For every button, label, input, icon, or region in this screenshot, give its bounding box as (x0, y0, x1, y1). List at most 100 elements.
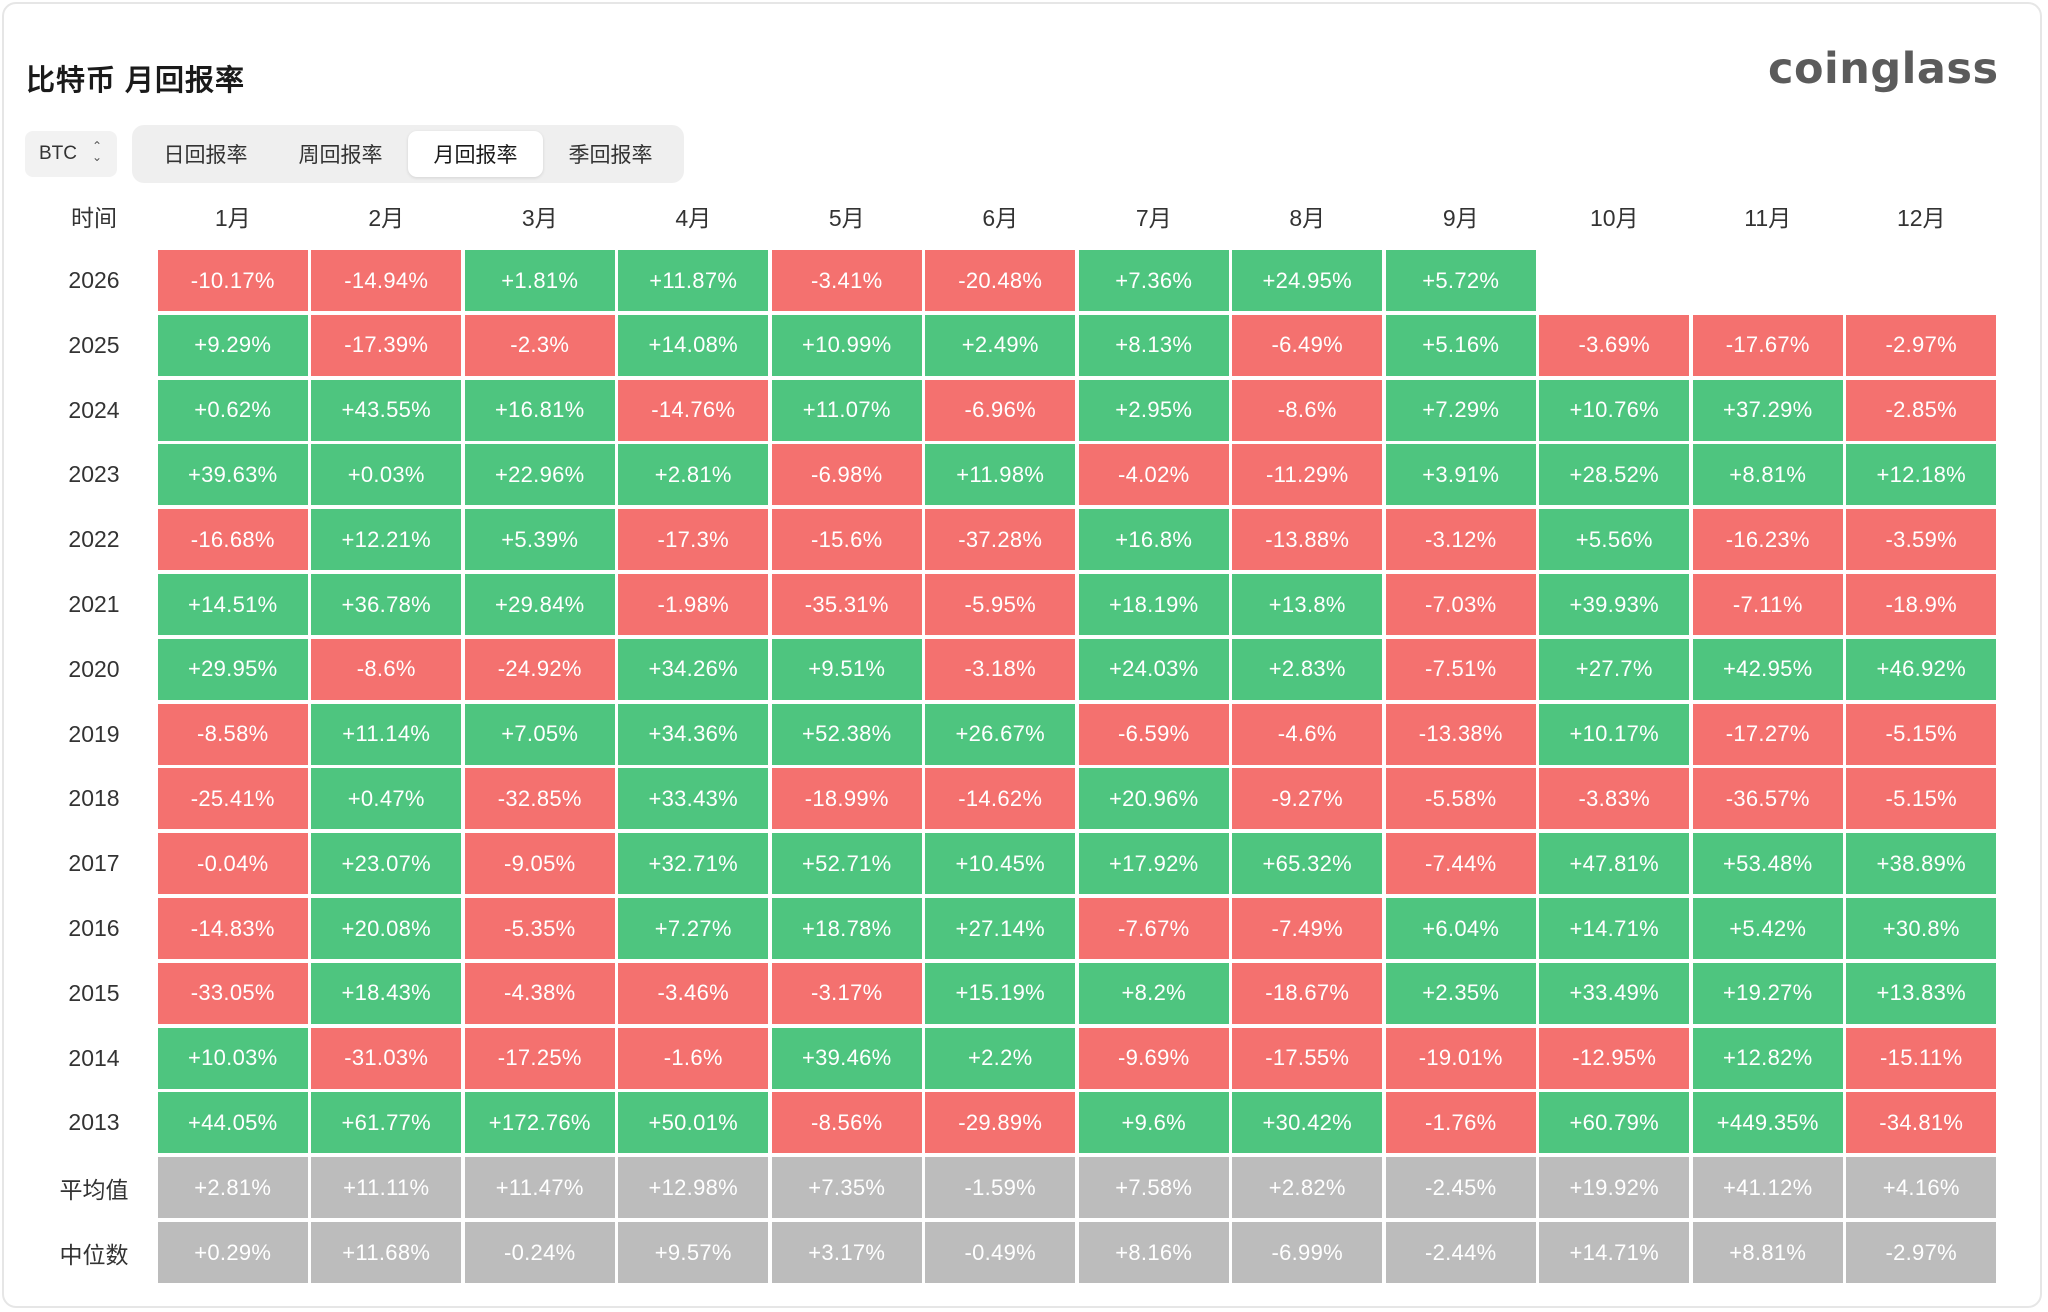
page-title: 比特币 月回报率 (26, 65, 246, 97)
table-row: 2021 +14.51% +36.78% +29.84% -1.98% -35.31% -5… (32, 574, 1998, 635)
return-cell: -17.3% (618, 509, 769, 571)
year-label: 2025 (68, 331, 120, 358)
return-cell: -7.44% (1385, 833, 1536, 895)
table-row: 2022 -16.68% +12.21% +5.39% -17.3% -15.6% -37.… (32, 509, 1998, 571)
return-cell: -14.62% (925, 768, 1076, 830)
return-cell: +29.95% (157, 638, 308, 700)
return-cell: -2.85% (1846, 379, 1997, 441)
return-cell: +27.14% (925, 898, 1076, 959)
table-row: 2018 -25.41% +0.47% -32.85% +33.43% -18.99% -1… (32, 768, 1998, 830)
header-time: 时间 (71, 205, 117, 231)
return-cell: +44.05% (157, 1092, 308, 1154)
summary-cell: -0.49% (925, 1222, 1076, 1283)
return-cell: +37.29% (1692, 379, 1843, 441)
header-month: 6月 (982, 205, 1019, 231)
return-cell: +60.79% (1539, 1092, 1690, 1154)
return-cell: -17.55% (1232, 1027, 1383, 1089)
return-cell: -6.98% (771, 444, 922, 506)
return-cell: +30.8% (1846, 898, 1997, 959)
return-cell: +20.96% (1078, 768, 1229, 830)
return-cell: +10.17% (1539, 703, 1690, 765)
return-cell: +10.99% (771, 314, 922, 376)
return-cell: -3.69% (1539, 314, 1690, 376)
return-cell: +7.29% (1385, 379, 1536, 441)
return-cell: +12.18% (1846, 444, 1997, 506)
summary-cell: +11.68% (311, 1222, 462, 1283)
tab-daily-return[interactable]: 日回报率 (163, 144, 248, 167)
return-cell: +39.46% (771, 1027, 922, 1089)
return-cell: +16.8% (1078, 509, 1229, 571)
return-cell: +7.05% (464, 703, 615, 765)
summary-cell: -1.59% (925, 1157, 1076, 1219)
return-cell: -3.59% (1846, 509, 1997, 571)
table-row: 2026 -10.17% -14.94% +1.81% +11.87% -3.41% -20… (32, 250, 1998, 311)
return-cell (1693, 250, 1843, 311)
return-cell: -4.38% (464, 962, 615, 1024)
return-cell: +14.08% (618, 314, 769, 376)
return-cell: +18.78% (771, 898, 922, 959)
summary-cell: +3.17% (771, 1222, 922, 1283)
return-cell: +10.03% (157, 1027, 308, 1089)
table-row: 2019 -8.58% +11.14% +7.05% +34.36% +52.38% +26… (32, 703, 1998, 765)
return-cell: +28.52% (1539, 444, 1690, 506)
return-cell: +50.01% (618, 1092, 769, 1154)
table-row: 2020 +29.95% -8.6% -24.92% +34.26% +9.51% -3.1… (32, 638, 1998, 700)
return-cell: +34.26% (618, 638, 769, 700)
return-cell: -3.17% (771, 962, 922, 1024)
header-month: 8月 (1289, 205, 1326, 231)
return-cell: +2.83% (1232, 638, 1383, 700)
year-label: 2013 (68, 1109, 120, 1136)
return-cell: +449.35% (1692, 1092, 1843, 1154)
coin-select[interactable]: BTC ⌃ ⌄ (25, 131, 117, 177)
return-cell: -9.05% (464, 833, 615, 895)
return-cell: +39.63% (157, 444, 308, 506)
return-cell: +33.49% (1539, 962, 1690, 1024)
return-cell: -17.39% (311, 314, 462, 376)
summary-cell: +2.81% (157, 1157, 308, 1219)
return-cell: -6.59% (1078, 703, 1229, 765)
tab-quarterly-return[interactable]: 季回报率 (568, 144, 653, 167)
return-cell: +12.21% (311, 509, 462, 571)
return-cell: -18.99% (771, 768, 922, 830)
return-cell: +2.35% (1385, 962, 1536, 1024)
summary-cell: +2.82% (1232, 1157, 1383, 1219)
return-cell: +5.56% (1539, 509, 1690, 571)
return-cell: -31.03% (311, 1027, 462, 1089)
return-cell: -6.96% (925, 379, 1076, 441)
return-cell: -15.11% (1846, 1027, 1997, 1089)
return-cell: +33.43% (618, 768, 769, 830)
return-cell: -3.18% (925, 638, 1076, 700)
summary-cell: +9.57% (618, 1222, 769, 1283)
return-cell: -7.67% (1078, 898, 1229, 959)
summary-row: 平均值 +2.81% +11.11% +11.47% +12.98% +7.35% -1.5… (32, 1157, 1998, 1219)
return-cell: +18.19% (1078, 574, 1229, 635)
return-cell: +52.71% (771, 833, 922, 895)
summary-cell: +12.98% (618, 1157, 769, 1219)
year-label: 2020 (68, 655, 120, 682)
return-cell: -5.58% (1385, 768, 1536, 830)
summary-row-label: 中位数 (59, 1241, 129, 1268)
return-cell: -4.02% (1078, 444, 1229, 506)
return-cell: -36.57% (1692, 768, 1843, 830)
tab-monthly-return[interactable]: 月回报率 (408, 131, 543, 177)
return-cell: -37.28% (925, 509, 1076, 571)
return-cell: -5.35% (464, 898, 615, 959)
header-month: 5月 (828, 205, 865, 231)
return-cell: +24.03% (1078, 638, 1229, 700)
return-cell: -5.15% (1846, 703, 1997, 765)
header-month: 9月 (1442, 205, 1479, 231)
tab-weekly-return[interactable]: 周回报率 (298, 144, 383, 167)
return-cell: +65.32% (1232, 833, 1383, 895)
return-cell: +2.81% (618, 444, 769, 506)
summary-cell: +41.12% (1692, 1157, 1843, 1219)
return-cell: +13.83% (1846, 962, 1997, 1024)
return-cell: -8.6% (1232, 379, 1383, 441)
table-row: 2015 -33.05% +18.43% -4.38% -3.46% -3.17% +15.… (32, 962, 1998, 1024)
year-label: 2016 (68, 915, 120, 941)
return-cell: +18.43% (311, 962, 462, 1024)
header-month: 7月 (1135, 205, 1172, 231)
return-cell: +23.07% (311, 833, 462, 895)
return-cell: +0.47% (311, 768, 462, 830)
return-cell: +8.13% (1078, 314, 1229, 376)
